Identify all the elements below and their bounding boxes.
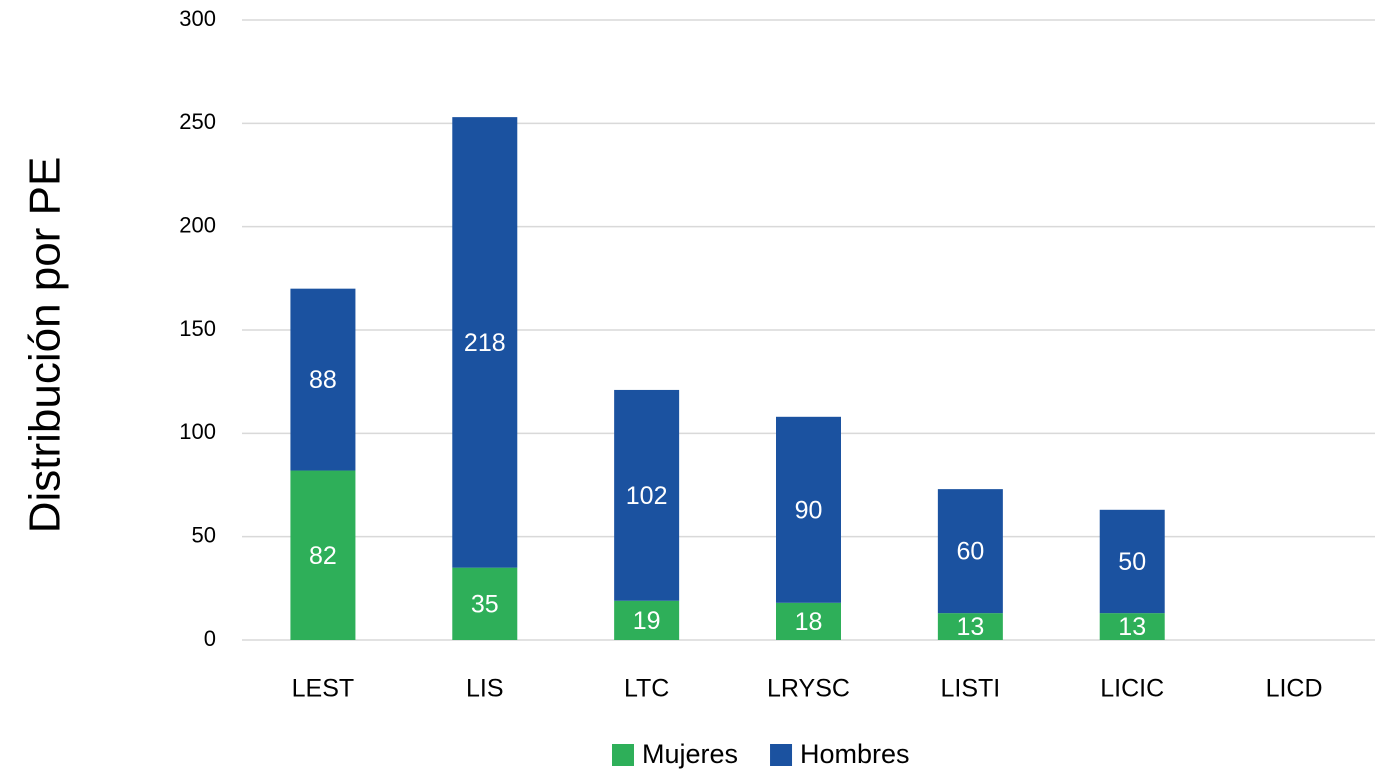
bar-segment [290,470,356,640]
data-label: 218 [464,329,506,357]
bar-segment [1099,613,1165,640]
bar-segment [614,600,680,640]
data-label: 90 [795,496,823,524]
x-tick-label: LISTI [940,675,1000,703]
y-tick-label: 150 [179,316,216,341]
data-label: 88 [309,366,337,394]
bar-segment [937,489,1003,614]
x-tick-label: LRYSC [767,675,850,703]
legend-swatch [612,744,634,766]
bar-segment [452,567,518,640]
bar-segment [776,602,841,640]
bar-segment [776,416,841,603]
data-label: 35 [471,590,499,618]
y-tick-label: 0 [204,626,216,651]
data-label: 13 [1118,613,1146,641]
data-label: 19 [633,607,661,635]
y-tick-label: 200 [179,212,216,237]
x-tick-label: LIS [466,675,504,703]
y-tick-label: 250 [179,109,216,134]
data-label: 50 [1118,548,1146,576]
y-tick-label: 300 [179,6,216,31]
bar-segment [614,389,680,601]
bar-segment [1099,509,1165,614]
y-tick-label: 100 [179,419,216,444]
data-label: 13 [956,613,984,641]
legend-swatch [770,744,793,766]
y-axis-label: Distribución por PE [21,157,70,534]
bar-segment [290,288,356,471]
x-tick-label: LICD [1266,675,1323,703]
legend-label: Hombres [800,739,910,769]
bar-segment [937,613,1003,640]
x-tick-label: LEST [292,675,355,703]
data-label: 60 [956,538,984,566]
data-label: 18 [795,608,823,636]
x-tick-label: LTC [624,675,669,703]
bar-segment [452,117,518,568]
data-label: 102 [626,482,668,510]
x-tick-label: LICIC [1100,675,1164,703]
data-label: 82 [309,542,337,570]
y-tick-label: 50 [192,522,216,547]
legend-label: Mujeres [642,739,738,769]
